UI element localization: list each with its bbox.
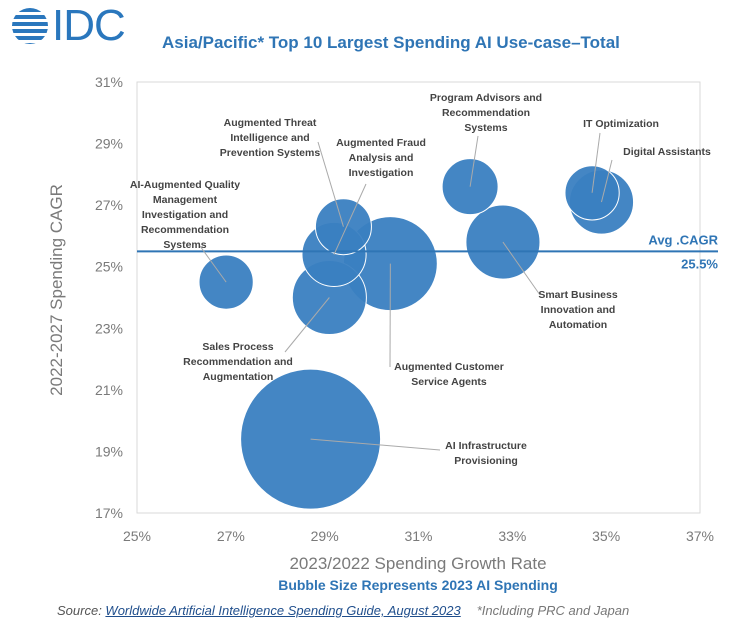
bubble-label: Systems	[163, 239, 206, 251]
bubble-label: Augmented Threat	[224, 117, 317, 129]
y-tick-label: 17%	[95, 505, 123, 521]
leader-line	[284, 297, 330, 353]
bubble-label: Automation	[549, 319, 607, 331]
bubble-label: Management	[153, 194, 218, 206]
leader-line	[502, 241, 541, 296]
bubble-label: Analysis and	[349, 152, 414, 164]
bubble-label: Intelligence and	[230, 132, 309, 144]
leader-line	[333, 183, 367, 255]
bubble-label: Investigation	[349, 167, 414, 179]
bubble-label: Augmented Fraud	[336, 137, 426, 149]
x-tick-label: 29%	[311, 528, 339, 544]
x-tick-label: 31%	[404, 528, 432, 544]
y-tick-label: 25%	[95, 259, 123, 275]
logo-text: IDC	[52, 1, 126, 50]
bubble-label: Recommendation and	[183, 356, 293, 368]
y-tick-label: 23%	[95, 320, 123, 336]
bubble-label: Service Agents	[411, 376, 487, 388]
leader-line	[199, 245, 227, 283]
bubble-label: Systems	[464, 122, 507, 134]
leader-line	[317, 141, 344, 227]
bubble-label: Provisioning	[454, 455, 518, 467]
bubble-label: Prevention Systems	[220, 147, 321, 159]
source-link[interactable]: Worldwide Artificial Intelligence Spendi…	[105, 603, 461, 618]
x-tick-label: 25%	[123, 528, 151, 544]
y-tick-label: 21%	[95, 382, 123, 398]
y-tick-label: 27%	[95, 197, 123, 213]
chart-subtitle: Bubble Size Represents 2023 AI Spending	[278, 577, 558, 593]
bubble-label: Smart Business	[538, 289, 618, 301]
bubble-label: Recommendation	[141, 224, 229, 236]
avg-cagr-label: Avg .CAGR	[648, 232, 718, 247]
bubble-label: Augmented Customer	[394, 361, 504, 373]
idc-logo: IDC	[12, 1, 126, 50]
bubble-label: Program Advisors and	[430, 92, 542, 104]
globe-icon	[12, 8, 48, 44]
bubble-label: Investigation and	[142, 209, 228, 221]
bubble-label: Sales Process	[202, 341, 273, 353]
bubble-label: Augmentation	[203, 371, 274, 383]
y-axis-title: 2022-2027 Spending CAGR	[47, 184, 66, 396]
leader-line	[591, 132, 601, 193]
leader-line	[310, 438, 441, 451]
avg-cagr-value: 25.5%	[681, 256, 718, 271]
source-prefix: Source:	[57, 603, 106, 618]
leader-line	[600, 159, 613, 203]
x-tick-label: 35%	[592, 528, 620, 544]
y-tick-label: 19%	[95, 443, 123, 459]
footnote: *Including PRC and Japan	[476, 603, 630, 618]
bubble-label: AI-Augmented Quality	[130, 179, 240, 191]
bubble-label: Digital Assistants	[623, 146, 711, 158]
bubble-label: AI Infrastructure	[445, 440, 527, 452]
x-tick-label: 37%	[686, 528, 714, 544]
x-tick-label: 33%	[498, 528, 526, 544]
chart-title: Asia/Pacific* Top 10 Largest Spending AI…	[162, 33, 620, 52]
leader-line	[469, 135, 479, 187]
bubble-label: Recommendation	[442, 107, 530, 119]
bubble-label: Innovation and	[541, 304, 616, 316]
plot-area	[136, 81, 701, 514]
bubble-label: IT Optimization	[583, 118, 659, 130]
x-tick-label: 27%	[217, 528, 245, 544]
y-tick-label: 31%	[95, 74, 123, 90]
y-tick-label: 29%	[95, 136, 123, 152]
x-axis-title: 2023/2022 Spending Growth Rate	[289, 554, 546, 573]
source-line: Source: Worldwide Artificial Intelligenc…	[57, 603, 629, 618]
